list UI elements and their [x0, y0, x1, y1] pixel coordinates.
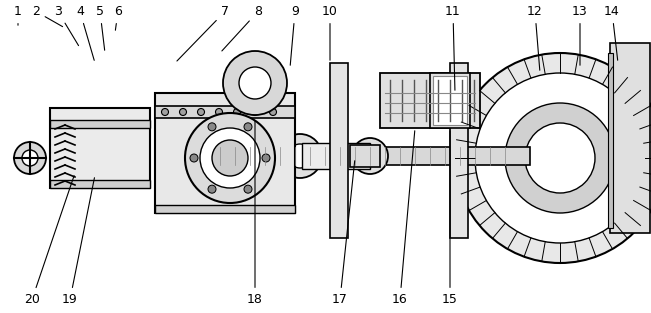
Circle shape: [190, 154, 198, 162]
Bar: [50, 180, 150, 188]
Bar: [430, 73, 470, 128]
Text: 19: 19: [62, 178, 94, 306]
Circle shape: [288, 144, 312, 168]
Text: 1: 1: [14, 5, 22, 25]
Bar: [380, 73, 480, 128]
Circle shape: [22, 150, 38, 166]
Circle shape: [362, 148, 378, 164]
Text: 6: 6: [114, 5, 122, 30]
Text: 12: 12: [527, 5, 543, 70]
Text: 13: 13: [572, 5, 588, 65]
Text: 16: 16: [392, 131, 415, 306]
Circle shape: [208, 185, 216, 193]
Bar: [302, 143, 370, 169]
Circle shape: [185, 113, 275, 203]
Circle shape: [234, 109, 240, 115]
Text: 9: 9: [290, 5, 299, 65]
Text: 3: 3: [54, 5, 79, 46]
Text: 17: 17: [332, 161, 355, 306]
Circle shape: [14, 142, 46, 174]
Bar: [330, 63, 348, 238]
Circle shape: [244, 185, 252, 193]
Circle shape: [352, 138, 388, 174]
Circle shape: [262, 154, 270, 162]
Text: 18: 18: [247, 121, 263, 306]
Circle shape: [208, 123, 216, 131]
Circle shape: [180, 109, 186, 115]
Circle shape: [525, 123, 595, 193]
Circle shape: [244, 123, 252, 131]
Circle shape: [215, 109, 223, 115]
Bar: [433, 76, 467, 125]
Bar: [350, 145, 380, 167]
Circle shape: [251, 109, 258, 115]
Text: 8: 8: [222, 5, 262, 51]
Bar: [50, 108, 150, 188]
Text: 10: 10: [322, 5, 338, 60]
Text: 4: 4: [76, 5, 94, 60]
Text: 15: 15: [442, 131, 458, 306]
Circle shape: [475, 73, 645, 243]
Text: 7: 7: [177, 5, 229, 61]
Text: 14: 14: [604, 5, 620, 60]
Circle shape: [212, 140, 248, 176]
Text: 11: 11: [445, 5, 461, 90]
Text: 2: 2: [32, 5, 62, 27]
Bar: [608, 53, 613, 228]
Bar: [610, 43, 650, 233]
Circle shape: [505, 103, 615, 213]
Text: 5: 5: [96, 5, 105, 50]
Circle shape: [200, 128, 260, 188]
Bar: [155, 93, 295, 213]
Circle shape: [270, 109, 277, 115]
Circle shape: [455, 53, 651, 263]
Bar: [155, 205, 295, 213]
Bar: [50, 120, 150, 128]
Circle shape: [278, 134, 322, 178]
Bar: [200, 147, 530, 165]
Circle shape: [161, 109, 169, 115]
Bar: [155, 106, 295, 118]
Circle shape: [223, 51, 287, 115]
Circle shape: [197, 109, 204, 115]
Bar: [450, 63, 468, 238]
Circle shape: [239, 67, 271, 99]
Text: 20: 20: [24, 176, 74, 306]
